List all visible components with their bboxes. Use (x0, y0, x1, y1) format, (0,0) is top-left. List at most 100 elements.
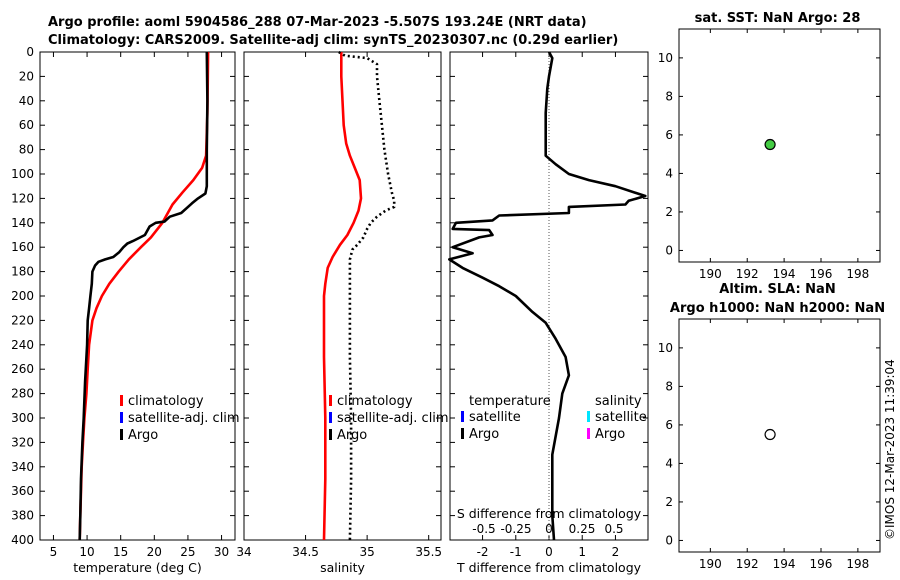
sla-title-line2: Argo h1000: NaN h2000: NaN (670, 301, 885, 316)
figure-title-line1: Argo profile: aoml 5904586_288 07-Mar-20… (48, 15, 587, 30)
depth-tick-label: 40 (19, 94, 34, 108)
salinity-difference-tick-label: 0 (545, 522, 553, 536)
sla-ytick-label: 0 (665, 533, 673, 547)
salinity-legend-label: climatology (337, 394, 413, 409)
difference-xtick-label: -1 (510, 545, 522, 559)
depth-tick-label: 240 (11, 338, 34, 352)
sst-ytick-label: 10 (658, 51, 673, 65)
difference-legend-temperature-header: temperature (469, 394, 551, 409)
temperature-series-argo (78, 51, 209, 541)
salinity-legend-swatch (329, 395, 332, 406)
salinity-xlabel: salinity (320, 560, 365, 575)
depth-tick-label: 80 (19, 143, 34, 157)
difference-xtick-label: -2 (477, 545, 489, 559)
sst-ytick-label: 8 (665, 89, 673, 103)
depth-tick-label: 100 (11, 167, 34, 181)
sla-xtick-label: 192 (736, 557, 759, 571)
depth-tick-label: 60 (19, 118, 34, 132)
sla-ytick-label: 10 (658, 341, 673, 355)
depth-tick-label: 140 (11, 216, 34, 230)
depth-tick-label: 200 (11, 289, 34, 303)
difference-legend-salinity-swatch (587, 428, 590, 439)
difference-series-t-difference-argo (448, 51, 647, 541)
salinity-difference-tick-label: 0.5 (604, 522, 623, 536)
sst-xtick-label: 198 (846, 267, 869, 281)
sla-axes-box (678, 318, 881, 553)
sst-axes-box (678, 28, 881, 263)
sla-ytick-label: 8 (665, 379, 673, 393)
sst-data-point (764, 138, 776, 151)
difference-legend-temperature-label: satellite (469, 410, 521, 425)
salinity-series-argo (338, 50, 396, 541)
depth-tick-label: 300 (11, 411, 34, 425)
depth-tick-label: 160 (11, 240, 34, 254)
difference-legend-salinity-header: salinity (595, 394, 642, 409)
difference-legend-salinity-swatch (587, 411, 590, 422)
difference-xtick-label: 0 (545, 545, 553, 559)
depth-tick-label: 340 (11, 460, 34, 474)
sst-xtick-label: 194 (773, 267, 796, 281)
sst-xtick-label: 196 (810, 267, 833, 281)
sla-title: Altim. SLA: NaN (719, 282, 835, 297)
depth-tick-label: 380 (11, 509, 34, 523)
temperature-xtick-label: 25 (180, 545, 195, 559)
temperature-xtick-label: 15 (113, 545, 128, 559)
depth-tick-label: 360 (11, 484, 34, 498)
depth-tick-label: 120 (11, 191, 34, 205)
difference-xlabel: T difference from climatology (456, 560, 642, 575)
difference-legend-salinity-label: satellite (595, 410, 647, 425)
temperature-xtick-label: 10 (79, 545, 94, 559)
temperature-series-climatology (78, 51, 210, 541)
temperature-xtick-label: 30 (214, 545, 229, 559)
depth-tick-label: 0 (26, 45, 34, 59)
sla-ytick-label: 6 (665, 418, 673, 432)
temperature-legend-label: satellite-adj. clim (128, 411, 240, 426)
difference-legend-temperature-swatch (461, 428, 464, 439)
depth-tick-label: 320 (11, 435, 34, 449)
salinity-legend-swatch (329, 412, 332, 423)
sst-ytick-label: 2 (665, 205, 673, 219)
sla-data-point (764, 428, 776, 441)
temperature-legend-swatch (120, 395, 123, 406)
salinity-legend-label: satellite-adj. clim (337, 411, 449, 426)
sst-xtick-label: 192 (736, 267, 759, 281)
salinity-xtick-label: 35.5 (415, 545, 442, 559)
difference-xtick-label: 1 (578, 545, 586, 559)
salinity-difference-tick-label: 0.25 (569, 522, 596, 536)
sla-xtick-label: 194 (773, 557, 796, 571)
difference-legend-temperature-label: Argo (469, 427, 499, 442)
sst-ytick-label: 0 (665, 243, 673, 257)
sst-ytick-label: 4 (665, 166, 673, 180)
sla-xtick-label: 190 (699, 557, 722, 571)
difference-xtick-label: 2 (612, 545, 620, 559)
temperature-xlabel: temperature (deg C) (73, 560, 202, 575)
salinity-xtick-label: 35 (359, 545, 374, 559)
salinity-series-climatology (322, 52, 363, 541)
sst-ytick-label: 6 (665, 128, 673, 142)
sla-ytick-label: 4 (665, 456, 673, 470)
salinity-legend-label: Argo (337, 428, 367, 443)
temperature-legend-label: climatology (128, 394, 204, 409)
sla-ytick-label: 2 (665, 495, 673, 509)
depth-tick-label: 260 (11, 362, 34, 376)
temperature-xtick-label: 5 (50, 545, 58, 559)
salinity-difference-tick-label: -0.25 (500, 522, 531, 536)
salinity-difference-tick-label: -0.5 (472, 522, 495, 536)
difference-legend-salinity-label: Argo (595, 427, 625, 442)
depth-tick-label: 20 (19, 69, 34, 83)
depth-tick-label: 400 (11, 533, 34, 547)
depth-tick-label: 280 (11, 387, 34, 401)
sla-xtick-label: 196 (810, 557, 833, 571)
temperature-legend-label: Argo (128, 428, 158, 443)
difference-legend-temperature-swatch (461, 411, 464, 422)
salinity-xtick-label: 34 (236, 545, 251, 559)
temperature-legend-swatch (120, 412, 123, 423)
depth-tick-label: 220 (11, 313, 34, 327)
salinity-xtick-label: 34.5 (292, 545, 319, 559)
figure-title-line2: Climatology: CARS2009. Satellite-adj cli… (48, 33, 619, 48)
depth-tick-label: 180 (11, 265, 34, 279)
sst-title: sat. SST: NaN Argo: 28 (695, 11, 861, 26)
salinity-legend-swatch (329, 429, 332, 440)
